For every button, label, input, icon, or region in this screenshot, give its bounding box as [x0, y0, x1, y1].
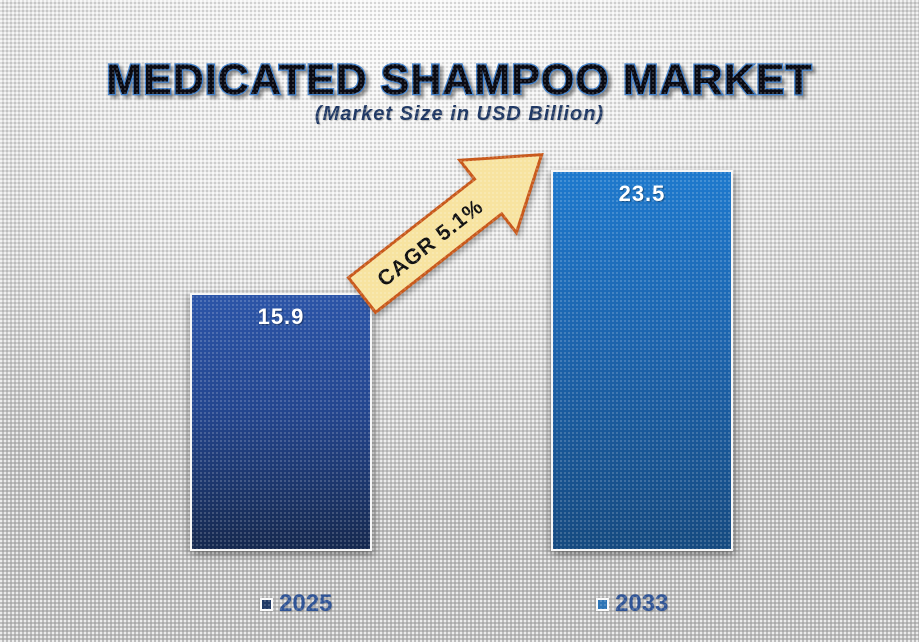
bar-2033: 23.5 — [551, 170, 733, 551]
chart-subtitle: (Market Size in USD Billion) — [314, 103, 605, 125]
legend-swatch-2033 — [596, 597, 609, 611]
chart-title-text: MEDICATED SHAMPOO MARKET — [106, 56, 812, 104]
cagr-arrow-shape — [346, 152, 544, 315]
bar-2025: 15.9 — [190, 293, 372, 551]
legend-label-2033: 2033 — [615, 590, 669, 617]
legend-item-2025: 2025 — [260, 590, 332, 618]
legend-label-2025: 2025 — [279, 590, 333, 617]
bar-value-2025: 15.9 — [257, 304, 305, 329]
cagr-arrow: CAGR 5.1% — [346, 152, 544, 315]
legend-swatch-2025 — [260, 597, 273, 611]
cagr-arrow-label: CAGR 5.1% — [373, 194, 488, 291]
legend-item-2033: 2033 — [596, 590, 668, 618]
bar-value-2033: 23.5 — [618, 181, 666, 206]
chart-title: MEDICATED SHAMPOO MARKET — [105, 55, 813, 106]
